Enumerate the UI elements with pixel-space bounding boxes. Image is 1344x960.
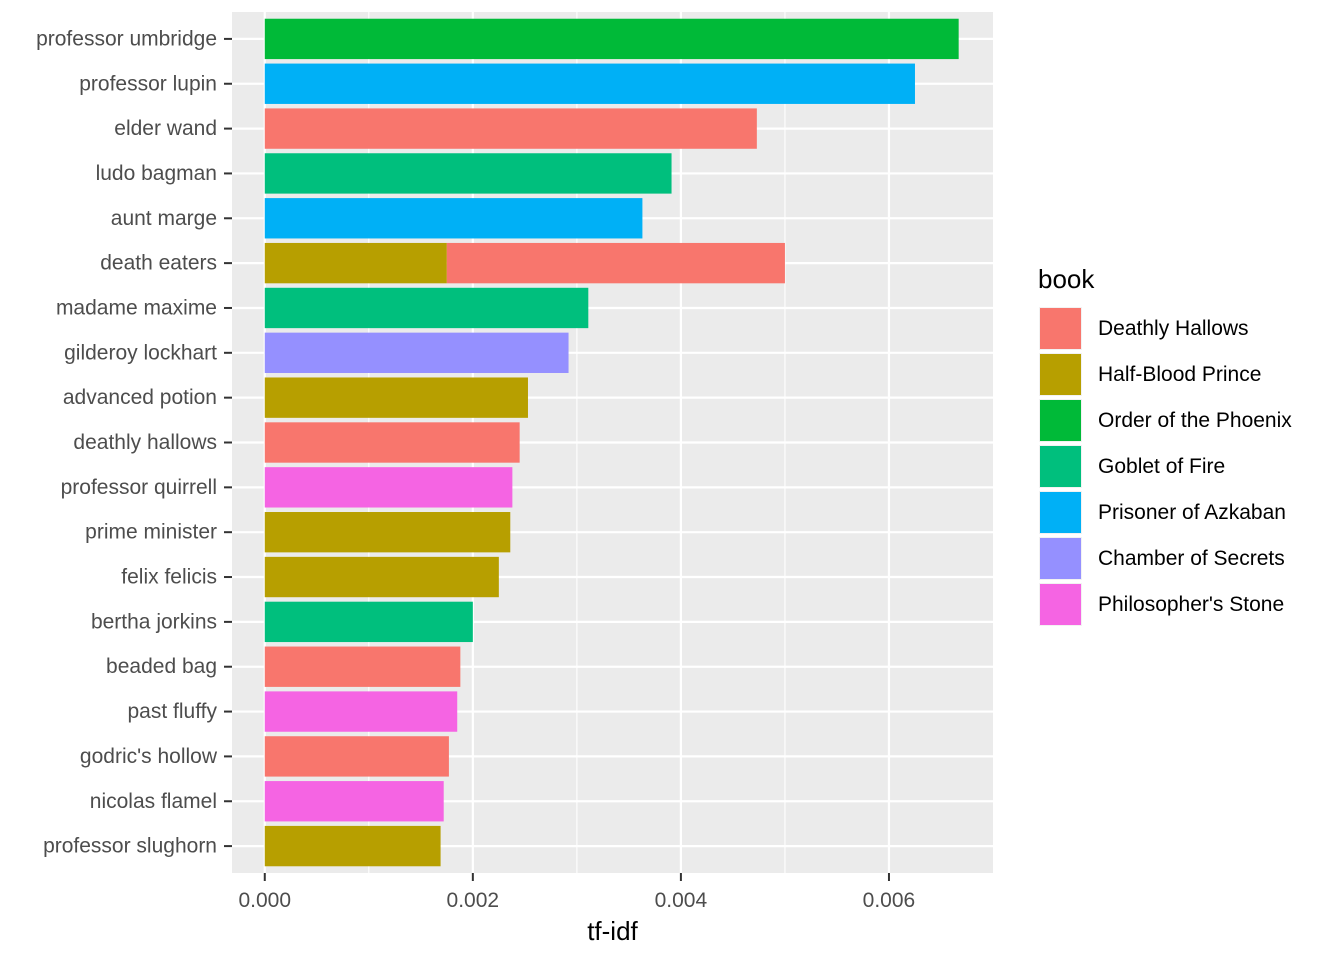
y-axis: professor umbridge professor lupin elder w…	[36, 27, 232, 858]
legend-swatch	[1040, 492, 1081, 533]
y-tick-label: death eaters	[100, 252, 217, 275]
legend: book Deathly Hallows Half-Blood Prince Ord…	[1038, 264, 1292, 626]
y-tick-label: ludo bagman	[96, 162, 217, 185]
y-tick-label: madame maxime	[56, 296, 217, 319]
bar	[264, 646, 461, 687]
bar	[264, 18, 959, 60]
legend-swatch	[1040, 584, 1081, 625]
legend-label: Chamber of Secrets	[1098, 547, 1285, 570]
bar	[264, 467, 513, 508]
x-tick-label: 0.006	[863, 889, 916, 912]
legend-label: Half-Blood Prince	[1098, 363, 1261, 386]
y-tick-label: gilderoy lockhart	[64, 341, 217, 364]
x-tick-label: 0.000	[238, 889, 291, 912]
y-tick-label: professor slughorn	[43, 835, 217, 858]
legend-swatch	[1040, 538, 1081, 579]
y-tick-label: aunt marge	[111, 207, 217, 230]
y-tick-label: deathly hallows	[73, 431, 217, 454]
x-tick-label: 0.004	[655, 889, 708, 912]
y-tick-label: past fluffy	[128, 700, 218, 723]
bar	[264, 691, 458, 732]
legend-label: Goblet of Fire	[1098, 455, 1225, 478]
legend-label: Philosopher's Stone	[1098, 593, 1284, 616]
bar	[264, 242, 447, 284]
y-tick-label: nicolas flamel	[90, 790, 217, 813]
legend-label: Order of the Phoenix	[1098, 409, 1292, 432]
legend-swatch	[1040, 354, 1081, 395]
legend-title: book	[1038, 264, 1095, 294]
y-tick-label: professor quirrell	[61, 476, 217, 499]
bar	[264, 781, 444, 822]
y-tick-label: advanced potion	[63, 386, 217, 409]
y-tick-label: beaded bag	[106, 655, 217, 678]
bar	[264, 512, 511, 553]
bar	[446, 242, 785, 284]
y-tick-label: elder wand	[114, 117, 217, 140]
legend-swatch	[1040, 446, 1081, 487]
x-tick-label: 0.002	[447, 889, 500, 912]
y-tick-label: godric's hollow	[80, 745, 218, 768]
bar	[264, 601, 473, 643]
bar	[264, 736, 449, 777]
bar	[264, 422, 520, 463]
legend-swatch	[1040, 400, 1081, 441]
bar	[264, 63, 915, 104]
y-tick-label: bertha jorkins	[91, 610, 217, 633]
y-tick-label: prime minister	[85, 521, 217, 544]
x-axis: 0.000 0.002 0.004 0.006	[238, 873, 915, 912]
bars	[264, 18, 959, 867]
legend-swatch	[1040, 308, 1081, 349]
bar	[264, 198, 643, 239]
bar	[264, 153, 672, 194]
bar	[264, 825, 441, 867]
y-tick-label: professor umbridge	[36, 27, 217, 50]
bar	[264, 556, 499, 598]
bar	[264, 377, 528, 418]
bar	[264, 332, 569, 373]
bar	[264, 287, 589, 329]
legend-label: Prisoner of Azkaban	[1098, 501, 1286, 524]
bar	[264, 108, 757, 149]
x-axis-title: tf-idf	[587, 916, 638, 946]
y-tick-label: professor lupin	[79, 72, 217, 95]
y-tick-label: felix felicis	[121, 566, 217, 589]
legend-label: Deathly Hallows	[1098, 317, 1249, 340]
